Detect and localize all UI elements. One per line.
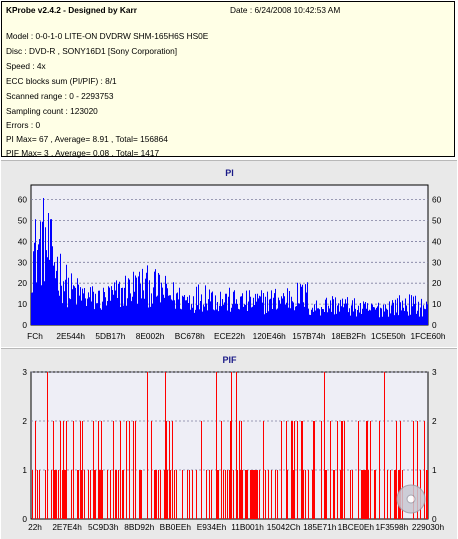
y-tick-label-left: 3 xyxy=(22,367,27,377)
y-tick-label-left: 20 xyxy=(18,278,28,288)
x-tick-label: BB0EEh xyxy=(160,522,192,532)
x-tick-label: 1FCE60h xyxy=(410,331,445,341)
x-tick-label: 8E002h xyxy=(136,331,165,341)
y-tick-label-right: 50 xyxy=(432,216,442,226)
y-tick-label-right: 1 xyxy=(432,465,437,475)
x-tick-label: 157B74h xyxy=(292,331,326,341)
y-tick-label-left: 0 xyxy=(22,514,27,524)
x-tick-label: 5DB17h xyxy=(95,331,125,341)
x-tick-label: 185E71h xyxy=(303,522,337,532)
y-tick-label-right: 40 xyxy=(432,236,442,246)
x-tick-label: 229030h xyxy=(412,522,445,532)
y-tick-label-left: 30 xyxy=(18,257,28,267)
pif-bars xyxy=(32,372,428,519)
x-tick-label: 1F3598h xyxy=(376,522,409,532)
info-pif-summary: PIF Max= 3 , Average= 0.08 , Total= 1417 xyxy=(6,148,160,158)
cd-disc-icon xyxy=(396,484,426,514)
x-tick-label: 11B001h xyxy=(231,522,264,532)
y-tick-label-left: 60 xyxy=(18,195,28,205)
x-tick-label: 120E46h xyxy=(253,331,287,341)
info-pi-summary: PI Max= 67 , Average= 8.91 , Total= 1568… xyxy=(6,134,168,144)
y-tick-label-left: 50 xyxy=(18,216,28,226)
chart-title: PI xyxy=(225,168,234,178)
x-tick-label: E934Eh xyxy=(197,522,227,532)
x-tick-label: 8BD92h xyxy=(124,522,154,532)
y-tick-label-left: 10 xyxy=(18,299,28,309)
y-tick-label-right: 30 xyxy=(432,257,442,267)
y-tick-label-right: 2 xyxy=(432,416,437,426)
y-tick-label-right: 60 xyxy=(432,195,442,205)
pi-chart-panel: PI 0 0 10 10 20 20 30 30 40 40 50 50 60 60 FCh 2E544h 5DB… xyxy=(1,160,457,347)
y-tick-label-right: 20 xyxy=(432,278,442,288)
y-tick-label-left: 0 xyxy=(22,320,27,330)
scan-date: Date : 6/24/2008 10:42:53 AM xyxy=(230,5,341,15)
info-sampling-count: Sampling count : 123020 xyxy=(6,106,98,116)
x-tick-label: 18EB2Fh xyxy=(331,331,366,341)
chart-title: PIF xyxy=(222,355,237,365)
info-panel: KProbe v2.4.2 - Designed by Karr Date : … xyxy=(1,1,455,158)
info-speed: Speed : 4x xyxy=(6,61,46,71)
x-tick-label: 1BCE0Eh xyxy=(338,522,375,532)
y-tick-label-right: 10 xyxy=(432,299,442,309)
y-tick-label-right: 0 xyxy=(432,514,437,524)
pif-chart-panel: PIF 0 0 1 1 2 2 3 3 22h 2E7E4h 5C9D3h 8BD92h BB0EEh E9… xyxy=(1,348,457,539)
info-disc: Disc : DVD-R , SONY16D1 [Sony Corporatio… xyxy=(6,46,178,56)
x-tick-label: 15042Ch xyxy=(267,522,301,532)
pi-chart: PI 0 0 10 10 20 20 30 30 40 40 50 50 60 60 FCh 2E544h 5DB… xyxy=(18,168,446,341)
x-tick-label: 5C9D3h xyxy=(88,522,119,532)
info-errors: Errors : 0 xyxy=(6,120,41,130)
y-tick-label-right: 0 xyxy=(432,320,437,330)
info-ecc-blocks: ECC blocks sum (PI/PIF) : 8/1 xyxy=(6,76,117,86)
x-tick-label: 1C5E50h xyxy=(371,331,406,341)
y-tick-label-left: 1 xyxy=(22,465,27,475)
x-tick-label: 2E544h xyxy=(56,331,85,341)
y-tick-label-left: 40 xyxy=(18,236,28,246)
x-tick-label: ECE22h xyxy=(214,331,245,341)
app-title: KProbe v2.4.2 - Designed by Karr xyxy=(6,5,137,15)
info-model: Model : 0-0-1-0 LITE-ON DVDRW SHM-165H6S… xyxy=(6,31,209,41)
x-tick-label: 22h xyxy=(28,522,42,532)
y-tick-label-left: 2 xyxy=(22,416,27,426)
pi-bars xyxy=(31,198,428,325)
y-tick-label-right: 3 xyxy=(432,367,437,377)
pif-chart: PIF 0 0 1 1 2 2 3 3 22h 2E7E4h 5C9D3h 8BD92h BB0EEh E9… xyxy=(22,355,445,532)
info-scanned-range: Scanned range : 0 - 2293753 xyxy=(6,91,114,101)
x-tick-label: FCh xyxy=(27,331,43,341)
x-tick-label: BC678h xyxy=(175,331,205,341)
x-tick-label: 2E7E4h xyxy=(52,522,82,532)
